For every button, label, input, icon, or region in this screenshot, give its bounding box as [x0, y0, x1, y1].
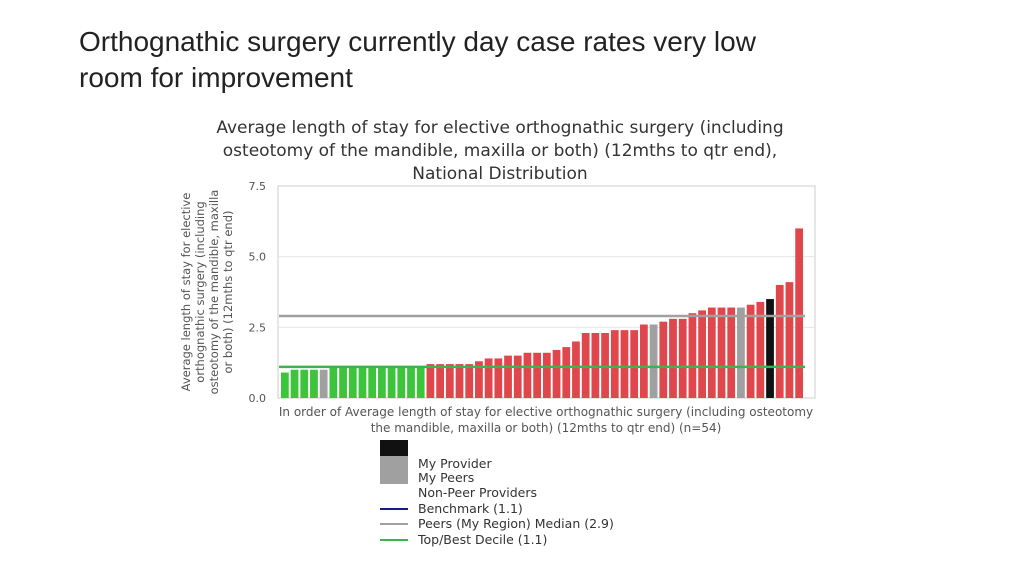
y-axis-label-line: osteotomy of the mandible, maxilla	[207, 190, 221, 395]
bar-top	[290, 369, 299, 398]
legend-label-top-decile: Top/Best Decile (1.1)	[418, 532, 548, 547]
bar-top	[387, 366, 396, 398]
bar-nonpeer	[601, 332, 609, 398]
bar-nonpeer	[513, 355, 522, 398]
y-tick-label: 2.5	[249, 321, 267, 334]
bar-nonpeer	[659, 321, 668, 398]
bar-nonpeer	[494, 358, 503, 398]
y-axis-label-line: or both) (12mths to qtr end)	[221, 210, 235, 373]
bar-nonpeer	[465, 364, 474, 398]
x-axis-label-line: the mandible, maxilla or both) (12mths t…	[371, 421, 722, 435]
legend-item-peers-median: Peers (My Region) Median (2.9)	[380, 516, 640, 532]
slide-title-line-2: room for improvement	[79, 62, 353, 93]
bar-nonpeer	[630, 330, 639, 398]
bar-nonpeer	[620, 330, 629, 398]
bar-nonpeer	[523, 352, 532, 398]
bar-nonpeer	[572, 341, 580, 398]
x-axis-label-line: In order of Average length of stay for e…	[279, 405, 813, 419]
y-axis-label-line: Average length of stay for elective	[179, 193, 193, 392]
slide-title: Orthognathic surgery currently day case …	[79, 24, 879, 96]
bar-nonpeer	[533, 352, 542, 398]
bar-nonpeer	[436, 364, 444, 398]
bar-nonpeer	[562, 347, 571, 398]
legend-label-benchmark: Benchmark (1.1)	[418, 501, 523, 516]
bar-nonpeer	[717, 307, 726, 398]
legend-item-my-provider: My Provider	[380, 440, 640, 472]
legend-line-peers-median	[380, 523, 408, 525]
bar-nonpeer	[552, 349, 561, 398]
bar-top	[300, 369, 309, 398]
bar-nonpeer	[426, 364, 435, 398]
legend-line-top-decile	[380, 539, 408, 541]
bar-nonpeer	[707, 307, 716, 398]
legend-line-benchmark	[380, 508, 408, 510]
bar-top	[280, 372, 289, 398]
legend-label-my-provider: My Provider	[418, 456, 492, 471]
bar-nonpeer	[795, 228, 804, 398]
legend-item-benchmark: Benchmark (1.1)	[380, 501, 640, 517]
legend-label-peers-median: Peers (My Region) Median (2.9)	[418, 516, 614, 531]
legend-item-my-peers: My Peers	[380, 456, 640, 485]
bar-top	[348, 366, 357, 398]
bar-provider	[766, 299, 774, 398]
bar-nonpeer	[581, 332, 590, 398]
bar-nonpeer	[475, 361, 483, 398]
legend-swatch-my-provider	[380, 440, 408, 456]
bar-nonpeer	[698, 310, 706, 398]
chart-title-line-1: Average length of stay for elective orth…	[216, 118, 784, 138]
bar-top	[407, 366, 415, 398]
chart-title-line-2: osteotomy of the mandible, maxilla or bo…	[222, 141, 778, 161]
bar-nonpeer	[640, 324, 648, 398]
slide-title-line-1: Orthognathic surgery currently day case …	[79, 26, 756, 57]
bar-nonpeer	[678, 318, 687, 398]
bar-nonpeer	[688, 313, 697, 398]
bar-peer	[649, 324, 658, 398]
bar-nonpeer	[591, 332, 600, 398]
y-tick-label: 0.0	[249, 392, 267, 405]
bar-nonpeer	[610, 330, 619, 398]
legend-label-non-peer: Non-Peer Providers	[418, 485, 537, 500]
bar-top	[358, 366, 367, 398]
bar-nonpeer	[455, 364, 464, 398]
y-axis-label-line: orthognathic surgery (including	[193, 201, 207, 382]
bar-nonpeer	[727, 307, 736, 398]
bar-nonpeer	[746, 304, 755, 398]
y-tick-label: 7.5	[249, 180, 267, 193]
legend-item-top-decile: Top/Best Decile (1.1)	[380, 532, 640, 548]
chart-title-line-3: National Distribution	[412, 164, 588, 184]
legend-label-my-peers: My Peers	[418, 470, 475, 485]
bar-nonpeer	[785, 282, 794, 398]
legend-swatch-my-peers	[380, 456, 408, 484]
bar-top	[310, 369, 318, 398]
bar-nonpeer	[504, 355, 512, 398]
bar-top	[416, 366, 425, 398]
bar-top	[339, 366, 347, 398]
chart-title: Average length of stay for elective orth…	[170, 117, 830, 186]
bar-peer	[737, 307, 745, 398]
bar-top	[329, 366, 338, 398]
bar-nonpeer	[445, 364, 454, 398]
bar-top	[378, 366, 386, 398]
bar-nonpeer	[775, 284, 784, 398]
bar-peer	[319, 369, 328, 398]
bar-nonpeer	[484, 358, 493, 398]
y-tick-label: 5.0	[249, 251, 267, 264]
legend-item-non-peer: Non-Peer Providers	[380, 485, 640, 501]
bar-nonpeer	[542, 352, 551, 398]
bar-top	[368, 366, 377, 398]
bar-nonpeer	[756, 301, 765, 398]
bar-nonpeer	[669, 318, 677, 398]
bar-top	[397, 366, 406, 398]
